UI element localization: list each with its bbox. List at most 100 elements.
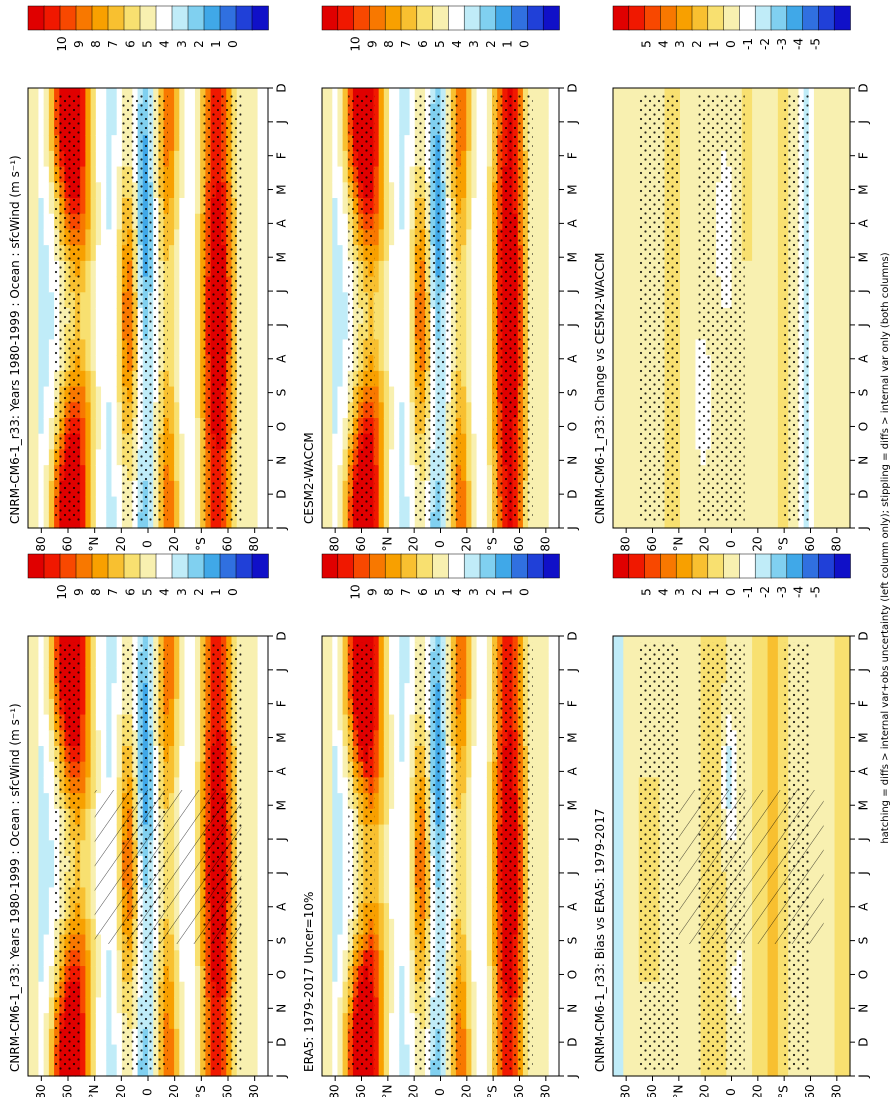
heat-cell [195,699,201,715]
heat-cell [44,1060,50,1076]
heat-cell [466,465,472,481]
heat-cell [343,198,349,214]
heat-cell [343,167,349,183]
heat-cell [379,966,385,982]
heat-cell [549,683,555,699]
heat-cell [185,277,191,293]
heat-cell [487,699,493,715]
heat-cell [195,198,201,214]
heat-cell [389,935,395,951]
heat-cell [242,636,248,652]
heat-cell [49,950,55,966]
heat-cell [106,387,112,403]
heat-cell [190,229,196,245]
heat-cell [169,402,175,418]
heat-cell [38,887,44,903]
heat-cell [91,1045,97,1061]
heat-cell [242,667,248,683]
heat-cell [337,418,343,434]
month-label: A [275,902,289,911]
heat-cell [179,277,185,293]
heat-cell [404,418,410,434]
heat-cell [477,277,483,293]
heat-cell [33,418,39,434]
heat-cell [466,387,472,403]
heat-cell [466,777,472,793]
heat-cell [322,261,328,277]
heat-cell [28,308,34,324]
heat-cell [258,887,264,903]
heat-cell [169,652,175,668]
heat-cell [337,261,343,277]
heat-cell [322,762,328,778]
heat-cell [195,497,201,513]
heat-cell [471,418,477,434]
heat-cell [111,762,117,778]
heat-cell [49,292,55,308]
heat-cell [252,903,258,919]
heat-cell [538,793,544,809]
month-label: D [275,631,289,640]
heat-cell [404,997,410,1013]
heat-cell [174,481,180,497]
heat-cell [322,746,328,762]
heat-cell [111,512,117,528]
heat-cell [327,919,333,935]
heat-cell [28,1060,34,1076]
heat-cell [384,277,390,293]
lat-label: 60 [61,1084,75,1097]
colorbar-swatch [401,554,417,578]
lat-label: 80 [538,1084,552,1097]
heat-cell [195,730,201,746]
heat-cell [258,872,264,888]
heat-cell [404,730,410,746]
heat-cell [399,1045,405,1061]
heat-cell [399,449,405,465]
heat-cell [190,355,196,371]
heat-cell [85,402,91,418]
heat-cell [337,371,343,387]
heat-cell [533,730,539,746]
heat-cell [322,887,328,903]
heat-cell [466,512,472,528]
heat-cell [33,324,39,340]
heat-cell [549,699,555,715]
heat-cell [85,371,91,387]
heat-cell [399,887,405,903]
heat-cell [389,793,395,809]
heat-cell [106,746,112,762]
heat-cell [91,135,97,151]
heat-cell [399,1060,405,1076]
heat-cell [195,449,201,465]
heat-cell [544,856,550,872]
heat-cell [33,1029,39,1045]
heat-cell [466,966,472,982]
heat-cell [44,119,50,135]
heat-cell [49,308,55,324]
heat-cell [49,699,55,715]
heat-cell [343,151,349,167]
heat-cell [399,840,405,856]
heat-cell [533,1013,539,1029]
heat-cell [471,198,477,214]
heat-cell [399,119,405,135]
heat-cell [91,636,97,652]
heat-cell [106,683,112,699]
heat-cell [258,497,264,513]
heat-cell [404,903,410,919]
stipple-region [55,94,82,522]
heat-cell [96,135,102,151]
heat-cell [38,872,44,888]
heat-cell [258,840,264,856]
heat-cell [379,667,385,683]
heat-cell [394,887,400,903]
heat-cell [91,982,97,998]
heat-cell [247,339,253,355]
heat-cell [384,699,390,715]
heat-cell [247,261,253,277]
heat-cell [38,1013,44,1029]
heat-cell [44,465,50,481]
heat-cell [343,387,349,403]
heat-cell [471,135,477,151]
heat-cell [85,434,91,450]
